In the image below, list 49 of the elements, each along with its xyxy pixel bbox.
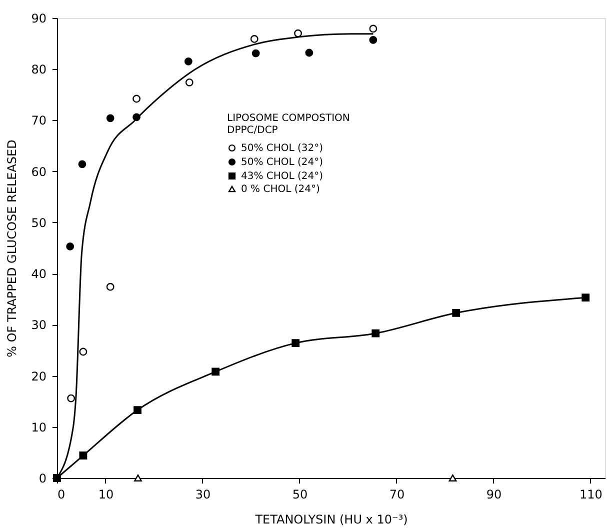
point [79,348,88,356]
point [452,308,460,317]
y-axis-title: % OF TRAPPED GLUCOSE RELEASED [5,140,20,358]
point [134,474,142,482]
point [79,452,88,460]
x-tick-label: 110 [580,488,602,502]
point [212,368,220,376]
x-tick-label: 90 [486,488,502,502]
x-axis-title: TETANOLYSIN (HU x 10⁻³) [254,512,408,526]
legend-label: 50% CHOL (32°) [241,143,324,154]
y-tick-label: 0 [38,472,46,486]
point [66,242,74,250]
x-tick-label: 70 [389,488,405,502]
y-tick-label: 70 [31,114,46,128]
point [106,282,114,291]
x-tick-label: 30 [195,488,211,502]
point [106,114,114,122]
point [185,78,194,86]
point [582,294,590,302]
y-tick-label: 60 [31,164,46,179]
text: DPPC/DCP [227,125,278,136]
point [184,57,192,66]
text: LIPOSOME COMPOSTION [227,113,350,124]
point [369,36,378,44]
point [369,24,378,33]
y-tick-label: 10 [31,420,46,434]
point [67,394,76,402]
point [372,329,380,338]
legend-label: 0 % CHOL (24°) [241,184,320,195]
x-tick-label: 0 [58,488,66,502]
legend-label: 43% CHOL (24°) [241,171,324,182]
point [132,94,140,103]
y-tick-label: 20 [31,369,46,384]
x-tick-label: 10 [98,488,114,502]
y-tick-label: 90 [31,12,46,26]
y-tick-label: 80 [31,62,46,77]
point [134,406,142,414]
point [252,49,260,58]
point [292,339,300,348]
x-tick-label: 50 [292,488,308,502]
point [250,35,258,43]
y-tick-label: 30 [31,318,46,332]
point [294,29,302,38]
point [78,160,86,168]
point [305,48,314,57]
point [448,474,457,482]
y-tick-label: 50 [31,216,46,230]
legend-label: 50% CHOL (24°) [241,157,324,168]
y-tick-label: 40 [31,267,46,282]
